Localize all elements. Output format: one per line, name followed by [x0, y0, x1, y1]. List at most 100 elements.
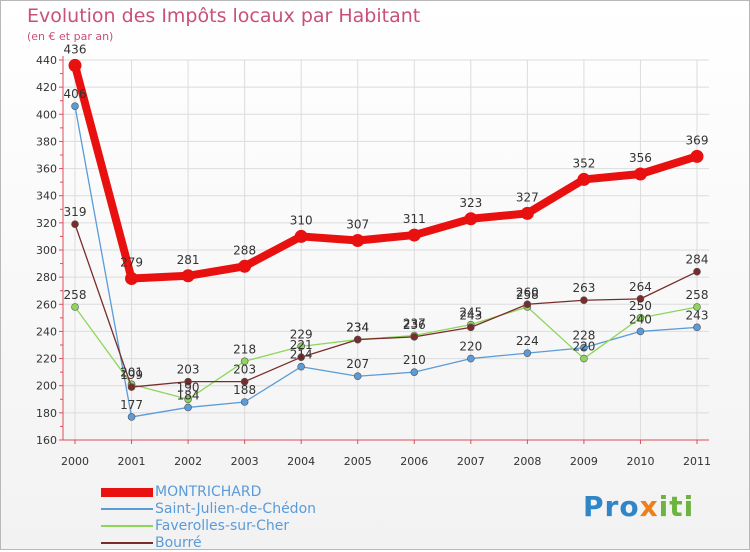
legend-swatch-saint-julien — [101, 508, 153, 510]
data-label-saint-julien-de-chedon-2002: 184 — [177, 388, 200, 402]
point-montrichard-2000 — [68, 58, 82, 72]
data-label-bourre-2009: 263 — [572, 281, 595, 295]
data-label-saint-julien-de-chedon-2011: 243 — [686, 308, 709, 322]
series-line-faverolles-sur-cher — [74, 306, 698, 400]
x-tick-label: 2000 — [61, 455, 89, 468]
point-montrichard-2011 — [690, 149, 704, 163]
data-label-bourre-2005: 234 — [346, 321, 369, 335]
point-bourre-2010 — [636, 295, 645, 303]
point-bourre-2001 — [127, 383, 136, 391]
series-line-bourre — [74, 223, 698, 388]
data-label-bourre-2008: 260 — [516, 285, 539, 299]
point-saint-julien-de-chedon-2003 — [240, 398, 249, 406]
axes: 160 180 200 220 240 260 280 300 320 340 360 380 400 4… — [36, 54, 711, 468]
legend-label-saint-julien: Saint-Julien-de-Chédon — [155, 501, 317, 517]
point-saint-julien-de-chedon-2002 — [184, 403, 192, 412]
data-label-faverolles-sur-cher-2008: 258 — [516, 288, 539, 302]
data-label-bourre-2011: 284 — [686, 253, 709, 267]
line-chart: 160 180 200 220 240 260 280 300 320 340 360 380 400 4… — [36, 42, 711, 468]
legend-label-faverolles: Faverolles-sur-Cher — [155, 518, 290, 534]
chart-title: Evolution des Impôts locaux par Habitant — [27, 5, 421, 27]
data-label-saint-julien-de-chedon-2004: 214 — [290, 348, 313, 362]
y-tick-label: 360 — [36, 163, 57, 176]
point-montrichard-2007 — [464, 212, 478, 226]
y-tick-label: 340 — [36, 190, 57, 203]
data-label-faverolles-sur-cher-2009: 220 — [572, 340, 595, 354]
data-label-montrichard-2008: 327 — [516, 190, 539, 204]
point-faverolles-sur-cher-2002 — [184, 395, 192, 404]
series-line-montrichard — [71, 61, 701, 283]
data-label-saint-julien-de-chedon-2010: 240 — [629, 312, 652, 326]
y-tick-label: 280 — [36, 271, 57, 284]
y-tick-label: 300 — [36, 244, 57, 257]
series-faverolles-sur-cher — [71, 303, 701, 404]
y-tick-label: 240 — [36, 325, 57, 338]
data-label-bourre-2002: 203 — [177, 363, 200, 377]
legend-swatch-bourre — [101, 542, 153, 544]
y-tick-label: 380 — [36, 135, 57, 148]
data-label-faverolles-sur-cher-2003: 218 — [233, 342, 256, 356]
data-label-faverolles-sur-cher-2006: 237 — [403, 317, 426, 331]
data-label-bourre-2001: 199 — [120, 368, 143, 382]
y-tick-label: 260 — [36, 298, 57, 311]
point-montrichard-2005 — [351, 234, 365, 247]
y-tick-label: 440 — [36, 54, 57, 67]
x-tick-label: 2007 — [457, 455, 485, 468]
data-label-bourre-2006: 236 — [403, 318, 426, 332]
legend-swatch-montrichard — [101, 488, 153, 497]
y-tick-label: 160 — [36, 434, 57, 447]
chart-subtitle: (en € et par an) — [27, 30, 114, 43]
point-faverolles-sur-cher-2004 — [297, 342, 305, 351]
data-label-bourre-2000: 319 — [64, 205, 87, 219]
data-label-montrichard-2010: 356 — [629, 151, 652, 165]
y-tick-label: 180 — [36, 407, 57, 420]
data-label-faverolles-sur-cher-2001: 201 — [120, 365, 143, 379]
point-bourre-2006 — [410, 333, 419, 341]
data-label-saint-julien-de-chedon-2000: 406 — [64, 87, 87, 101]
point-faverolles-sur-cher-2010 — [636, 314, 645, 322]
data-label-faverolles-sur-cher-2000: 258 — [64, 288, 87, 302]
data-label-montrichard-2006: 311 — [403, 212, 426, 226]
data-label-bourre-2007: 243 — [459, 308, 482, 322]
data-label-montrichard-2000: 436 — [64, 42, 87, 56]
data-label-faverolles-sur-cher-2010: 250 — [629, 299, 652, 313]
legend-label-montrichard: MONTRICHARD — [155, 484, 262, 500]
x-tick-label: 2002 — [174, 455, 202, 468]
y-tick-label: 400 — [36, 108, 57, 121]
data-label-bourre-2010: 264 — [629, 280, 652, 294]
point-montrichard-2001 — [125, 272, 139, 285]
series-saint-julien-de-chedon — [71, 102, 701, 421]
point-bourre-2011 — [693, 267, 701, 276]
point-montrichard-2004 — [294, 229, 308, 243]
point-saint-julien-de-chedon-2007 — [467, 354, 475, 363]
data-label-montrichard-2011: 369 — [686, 133, 709, 147]
point-montrichard-2009 — [577, 172, 591, 186]
grid — [63, 59, 709, 441]
data-label-bourre-2004: 221 — [290, 338, 313, 352]
point-saint-julien-de-chedon-2000 — [71, 102, 79, 110]
point-bourre-2009 — [580, 296, 588, 305]
legend-label-bourre: Bourré — [155, 535, 202, 551]
data-label-saint-julien-de-chedon-2009: 228 — [572, 329, 595, 343]
data-label-montrichard-2002: 281 — [177, 253, 200, 267]
y-tick-label: 220 — [36, 353, 57, 366]
data-label-saint-julien-de-chedon-2007: 220 — [459, 340, 482, 354]
point-montrichard-2002 — [181, 269, 195, 283]
point-bourre-2005 — [353, 335, 362, 344]
data-label-montrichard-2005: 307 — [346, 218, 369, 232]
data-label-faverolles-sur-cher-2011: 258 — [686, 288, 709, 302]
point-saint-julien-de-chedon-2009 — [580, 343, 588, 352]
x-tick-label: 2005 — [344, 455, 372, 468]
point-bourre-2008 — [523, 300, 532, 309]
point-faverolles-sur-cher-2009 — [580, 354, 588, 363]
point-saint-julien-de-chedon-2008 — [523, 349, 532, 357]
data-label-faverolles-sur-cher-2005: 234 — [346, 321, 369, 335]
data-label-saint-julien-de-chedon-2006: 210 — [403, 353, 426, 367]
proxiti-logo: Proxiti — [583, 490, 695, 523]
data-label-faverolles-sur-cher-2004: 229 — [290, 327, 313, 341]
point-saint-julien-de-chedon-2005 — [353, 372, 362, 381]
point-bourre-2000 — [71, 220, 79, 229]
series-bourre — [71, 220, 701, 391]
y-tick-label: 320 — [36, 217, 57, 230]
